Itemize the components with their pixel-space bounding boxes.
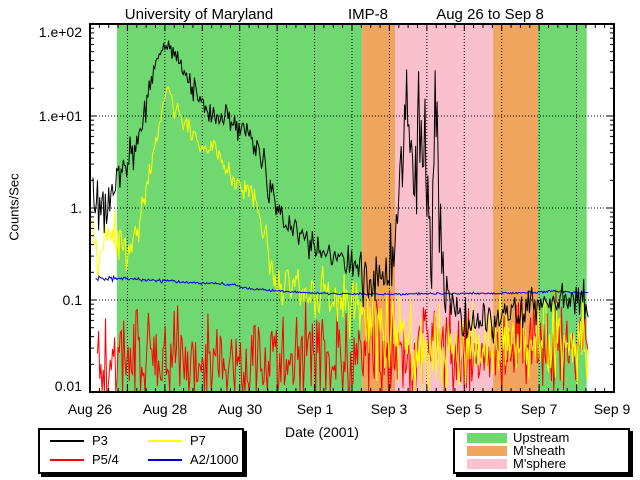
y-tick-label-10: 1.e+01 [38, 108, 82, 124]
x-tick-label-aug26: Aug 26 [67, 401, 113, 417]
y-tick-label-0p01: 0.01 [54, 378, 82, 394]
chart-title-institution: University of Maryland [124, 6, 274, 23]
legend-swatch-msheath [467, 446, 507, 456]
x-tick-label-aug28: Aug 28 [142, 401, 188, 417]
chart-title-mission: IMP-8 [347, 6, 389, 23]
x-tick-label-aug30: Aug 30 [217, 401, 263, 417]
y-tick-label-100: 1.e+02 [38, 24, 82, 40]
region-legend: Upstream M'sheath M'sphere [453, 428, 630, 474]
x-axis-title: Date (2001) [285, 424, 359, 440]
y-tick-label-1: 1. [70, 200, 82, 216]
series-legend: P3 P5/4 P7 A2/1000 [38, 428, 244, 474]
legend-label-p54: P5/4 [92, 452, 119, 467]
x-tick-label-sep1: Sep 1 [296, 401, 334, 417]
legend-swatch-msphere [467, 459, 507, 469]
series-line-p54 [97, 289, 589, 394]
x-tick-label-sep3: Sep 3 [370, 401, 408, 417]
y-tick-label-0p1: 0.1 [62, 292, 82, 308]
x-tick-label-sep7: Sep 7 [520, 401, 558, 417]
chart-title-daterange: Aug 26 to Sep 8 [436, 6, 544, 23]
legend-line-p3 [50, 440, 84, 442]
x-tick-label-sep9: Sep 9 [593, 401, 631, 417]
legend-label-p7: P7 [190, 433, 206, 448]
legend-label-p3: P3 [92, 433, 108, 448]
x-tick-label-sep5: Sep 5 [445, 401, 483, 417]
series-line-p3 [92, 40, 589, 344]
legend-line-p7 [148, 440, 182, 442]
series-line-p7 [92, 86, 589, 393]
legend-label-a2: A2/1000 [190, 452, 239, 467]
legend-swatch-upstream [467, 433, 507, 443]
y-axis-title: Counts/Sec [6, 173, 22, 241]
legend-label-msheath: M'sheath [513, 443, 566, 458]
legend-line-a2 [148, 459, 182, 461]
legend-label-upstream: Upstream [513, 430, 570, 445]
series-line-a21000 [95, 274, 589, 296]
legend-label-msphere: M'sphere [513, 456, 567, 471]
legend-line-p54 [50, 459, 84, 461]
